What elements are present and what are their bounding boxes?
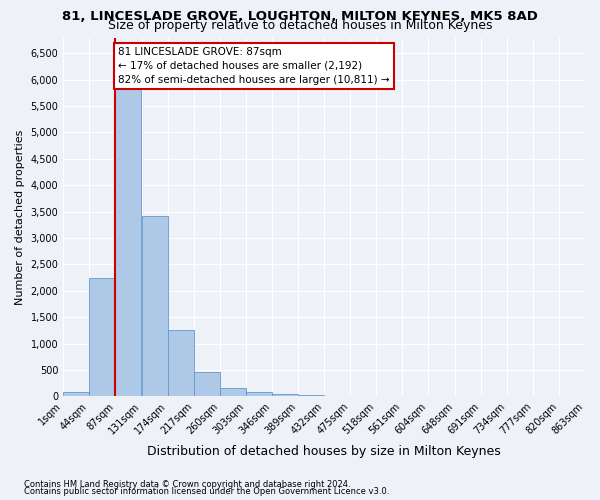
Y-axis label: Number of detached properties: Number of detached properties	[15, 129, 25, 304]
Bar	[168, 330, 194, 396]
Text: 81, LINCESLADE GROVE, LOUGHTON, MILTON KEYNES, MK5 8AD: 81, LINCESLADE GROVE, LOUGHTON, MILTON K…	[62, 10, 538, 23]
Bar	[194, 372, 220, 396]
Text: Contains HM Land Registry data © Crown copyright and database right 2024.: Contains HM Land Registry data © Crown c…	[24, 480, 350, 489]
X-axis label: Distribution of detached houses by size in Milton Keynes: Distribution of detached houses by size …	[147, 444, 501, 458]
Bar	[220, 388, 246, 396]
Bar	[272, 394, 298, 396]
Text: 81 LINCESLADE GROVE: 87sqm
← 17% of detached houses are smaller (2,192)
82% of s: 81 LINCESLADE GROVE: 87sqm ← 17% of deta…	[118, 47, 390, 85]
Text: Size of property relative to detached houses in Milton Keynes: Size of property relative to detached ho…	[108, 19, 492, 32]
Bar	[115, 54, 142, 396]
Bar	[63, 392, 89, 396]
Bar	[298, 395, 324, 396]
Bar	[246, 392, 272, 396]
Bar	[89, 278, 115, 396]
Text: Contains public sector information licensed under the Open Government Licence v3: Contains public sector information licen…	[24, 488, 389, 496]
Bar	[142, 216, 168, 396]
